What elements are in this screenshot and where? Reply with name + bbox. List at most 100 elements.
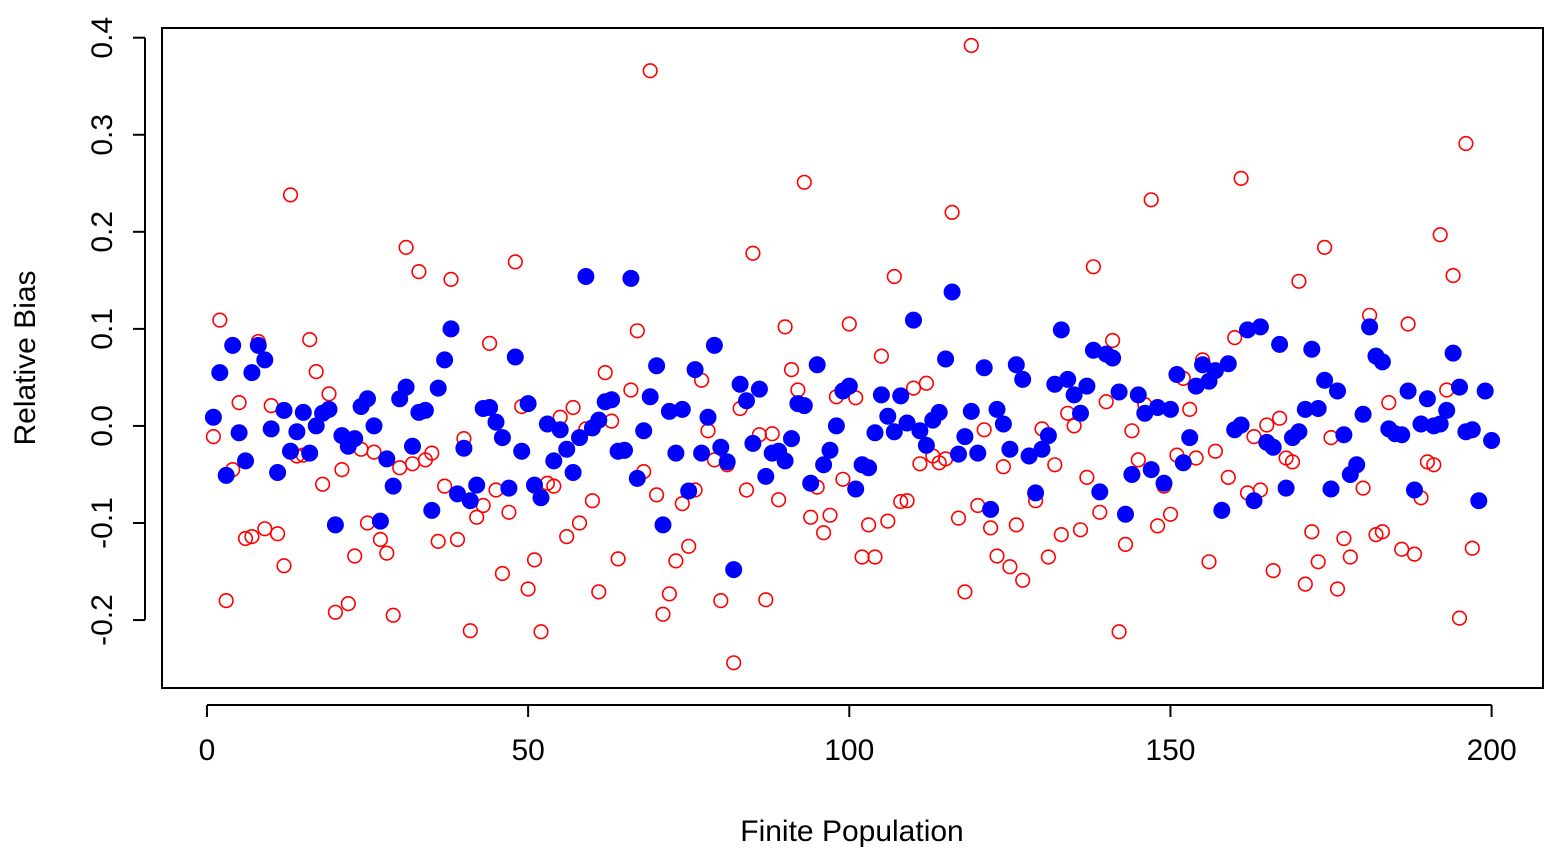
filled-point [1163,401,1179,417]
open-point [271,527,285,541]
open-point [335,463,349,477]
open-point [1125,424,1139,438]
filled-point [1073,405,1089,421]
open-point [1292,275,1306,289]
open-point [521,582,535,596]
filled-point [893,388,909,404]
filled-point [604,392,620,408]
filled-point [1143,462,1159,478]
data-points [205,39,1499,670]
filled-point [250,337,266,353]
filled-point [205,409,221,425]
open-point [386,608,400,622]
open-point [952,511,966,525]
open-point [855,550,869,564]
open-point [438,479,452,493]
filled-point [867,425,883,441]
open-point [920,376,934,390]
filled-point [1220,356,1236,372]
filled-point [578,269,594,285]
open-point [1087,260,1101,274]
open-point [509,255,523,269]
filled-point [649,358,665,374]
open-point [785,363,799,377]
filled-point [469,477,485,493]
filled-point [289,424,305,440]
open-point [232,396,246,410]
filled-point [295,404,311,420]
open-point [765,427,779,441]
filled-point [1079,378,1095,394]
filled-point [694,445,710,461]
open-point [399,241,413,255]
y-tick-label: 0.4 [86,17,119,59]
open-point [945,206,959,220]
open-point [643,64,657,78]
open-point [1183,403,1197,417]
filled-point [700,409,716,425]
x-axis: 0 50 100 150 200 [199,705,1517,767]
filled-point [1053,322,1069,338]
filled-point [1452,379,1468,395]
filled-point [1471,493,1487,509]
open-point [374,533,388,547]
open-point [1074,523,1088,537]
open-point [1093,506,1107,520]
filled-point [674,401,690,417]
filled-point [1002,441,1018,457]
open-point [412,265,426,279]
filled-point [629,470,645,486]
filled-point [828,418,844,434]
filled-point [257,352,273,368]
open-point [528,553,542,567]
open-point [1003,560,1017,574]
open-point [1234,172,1248,186]
filled-point [751,381,767,397]
open-point [329,606,343,620]
x-tick-label: 200 [1467,734,1517,767]
filled-point [1175,455,1191,471]
filled-point [494,430,510,446]
y-tick-label: 0.3 [86,114,119,156]
filled-point [880,408,896,424]
open-point [277,559,291,573]
filled-point [347,431,363,447]
filled-point [533,490,549,506]
open-point [759,593,773,607]
y-axis: -0.2-0.10.00.10.20.30.4 [86,17,145,646]
open-point [868,550,882,564]
filled-point [1015,371,1031,387]
x-tick-label: 50 [511,734,544,767]
open-point [1299,577,1313,591]
filled-point [758,468,774,484]
filled-point [719,454,735,470]
x-axis-title: Finite Population [740,815,963,848]
open-point [1344,550,1358,564]
open-point [1266,564,1280,578]
filled-point [552,422,568,438]
filled-point [276,402,292,418]
open-point [1164,508,1178,522]
filled-point [405,438,421,454]
open-point [1016,574,1030,588]
open-point [380,546,394,560]
open-point [1331,582,1345,596]
open-point [303,333,317,347]
filled-point [1464,422,1480,438]
filled-point [655,517,671,533]
filled-point [1291,424,1307,440]
filled-point [360,391,376,407]
open-point [586,494,600,508]
open-point [1010,518,1024,532]
filled-point [1105,350,1121,366]
filled-point [822,442,838,458]
filled-point [668,445,684,461]
filled-point [944,284,960,300]
filled-point [1124,467,1140,483]
filled-point [970,445,986,461]
open-point [598,366,612,380]
filled-point [1336,427,1352,443]
filled-point [430,380,446,396]
filled-point [1111,384,1127,400]
filled-point [398,379,414,395]
